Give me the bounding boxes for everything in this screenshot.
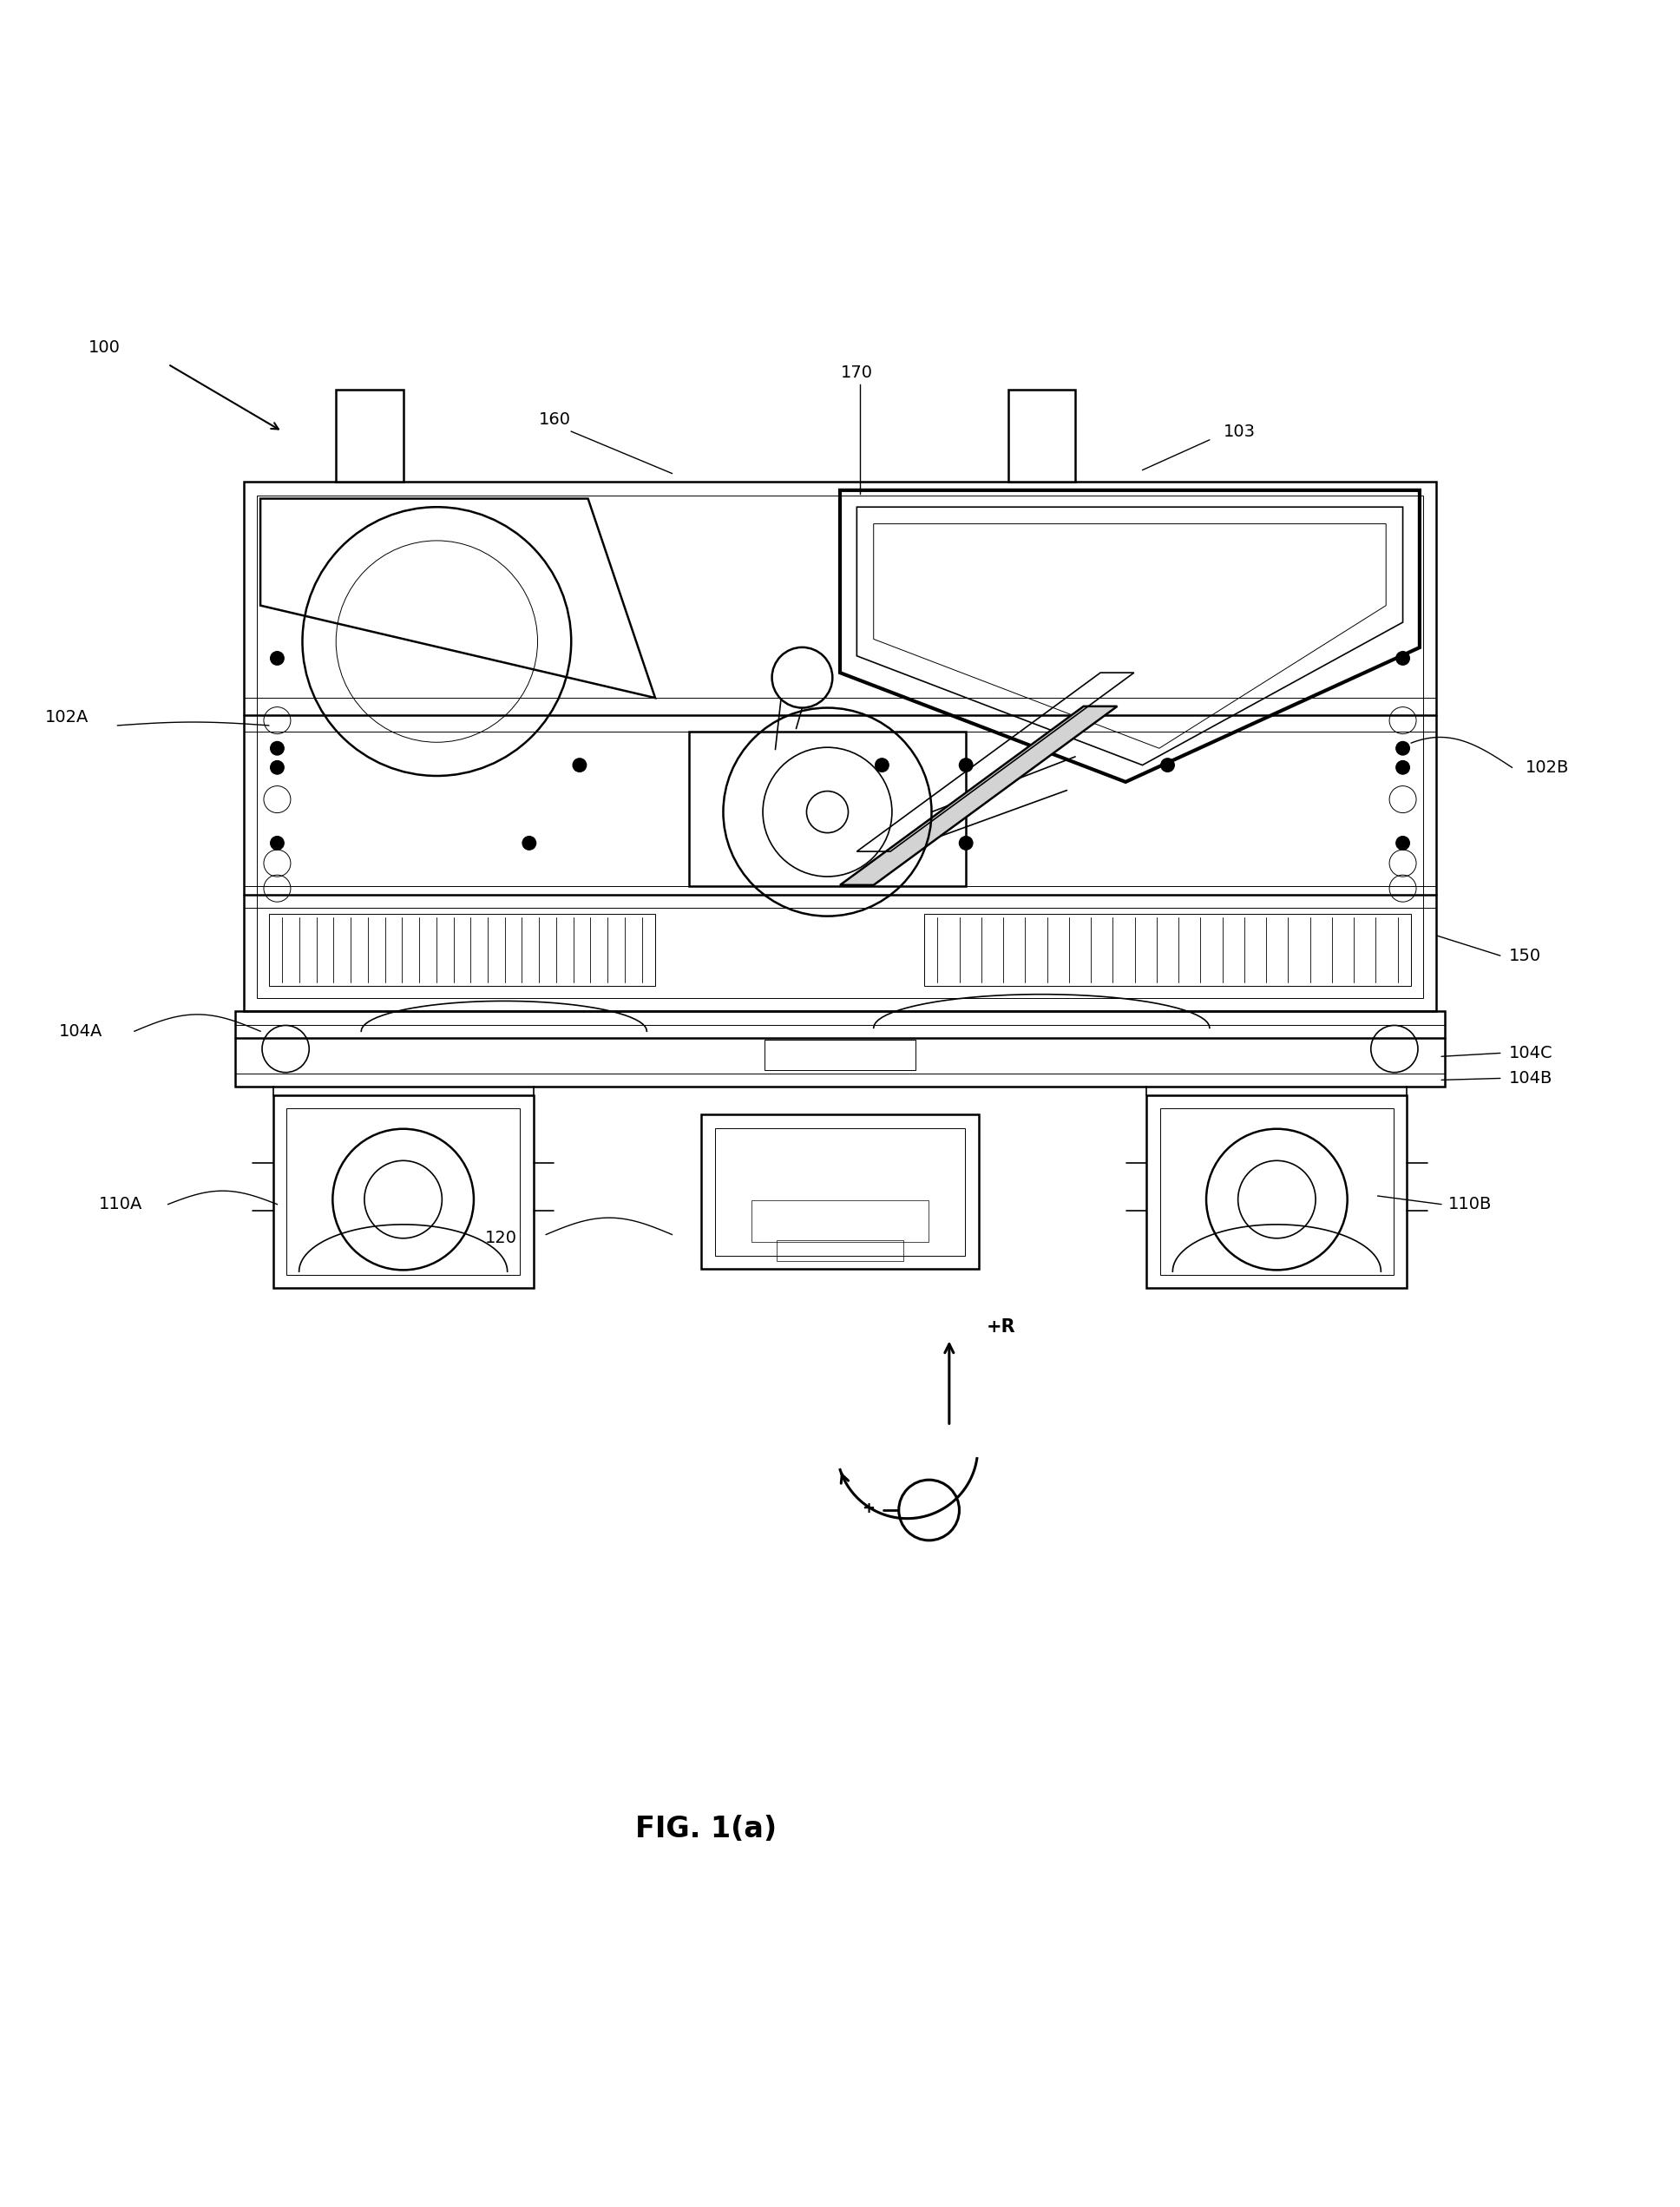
Text: 110B: 110B: [1448, 1196, 1492, 1212]
Circle shape: [1396, 836, 1410, 850]
Polygon shape: [336, 388, 403, 481]
Text: 102A: 102A: [45, 708, 89, 726]
Circle shape: [270, 761, 284, 775]
Text: +: +: [862, 1501, 875, 1516]
Text: FIG. 1(a): FIG. 1(a): [635, 1814, 776, 1843]
Text: 103: 103: [1223, 424, 1257, 439]
Text: 110A: 110A: [99, 1196, 143, 1212]
Bar: [753, 1201, 927, 1243]
Text: 100: 100: [87, 340, 121, 355]
Circle shape: [270, 742, 284, 755]
Circle shape: [1396, 742, 1410, 755]
Polygon shape: [840, 706, 1117, 885]
Circle shape: [270, 651, 284, 664]
Circle shape: [959, 836, 973, 850]
Circle shape: [270, 836, 284, 850]
Circle shape: [1396, 651, 1410, 664]
Circle shape: [1161, 759, 1174, 772]
Circle shape: [1396, 761, 1410, 775]
Text: 104B: 104B: [1509, 1070, 1552, 1086]
Text: +R: +R: [986, 1318, 1015, 1335]
Circle shape: [959, 759, 973, 772]
Text: 104C: 104C: [1509, 1044, 1552, 1062]
Circle shape: [573, 759, 586, 772]
Bar: [776, 1240, 904, 1260]
Polygon shape: [1008, 388, 1075, 481]
Text: 104A: 104A: [59, 1024, 102, 1039]
Circle shape: [522, 836, 536, 850]
Circle shape: [875, 759, 889, 772]
Text: 120: 120: [484, 1229, 517, 1247]
Text: 170: 170: [840, 364, 874, 382]
Text: 102B: 102B: [1525, 759, 1569, 775]
Text: 150: 150: [1509, 947, 1541, 964]
Text: 160: 160: [538, 411, 571, 428]
